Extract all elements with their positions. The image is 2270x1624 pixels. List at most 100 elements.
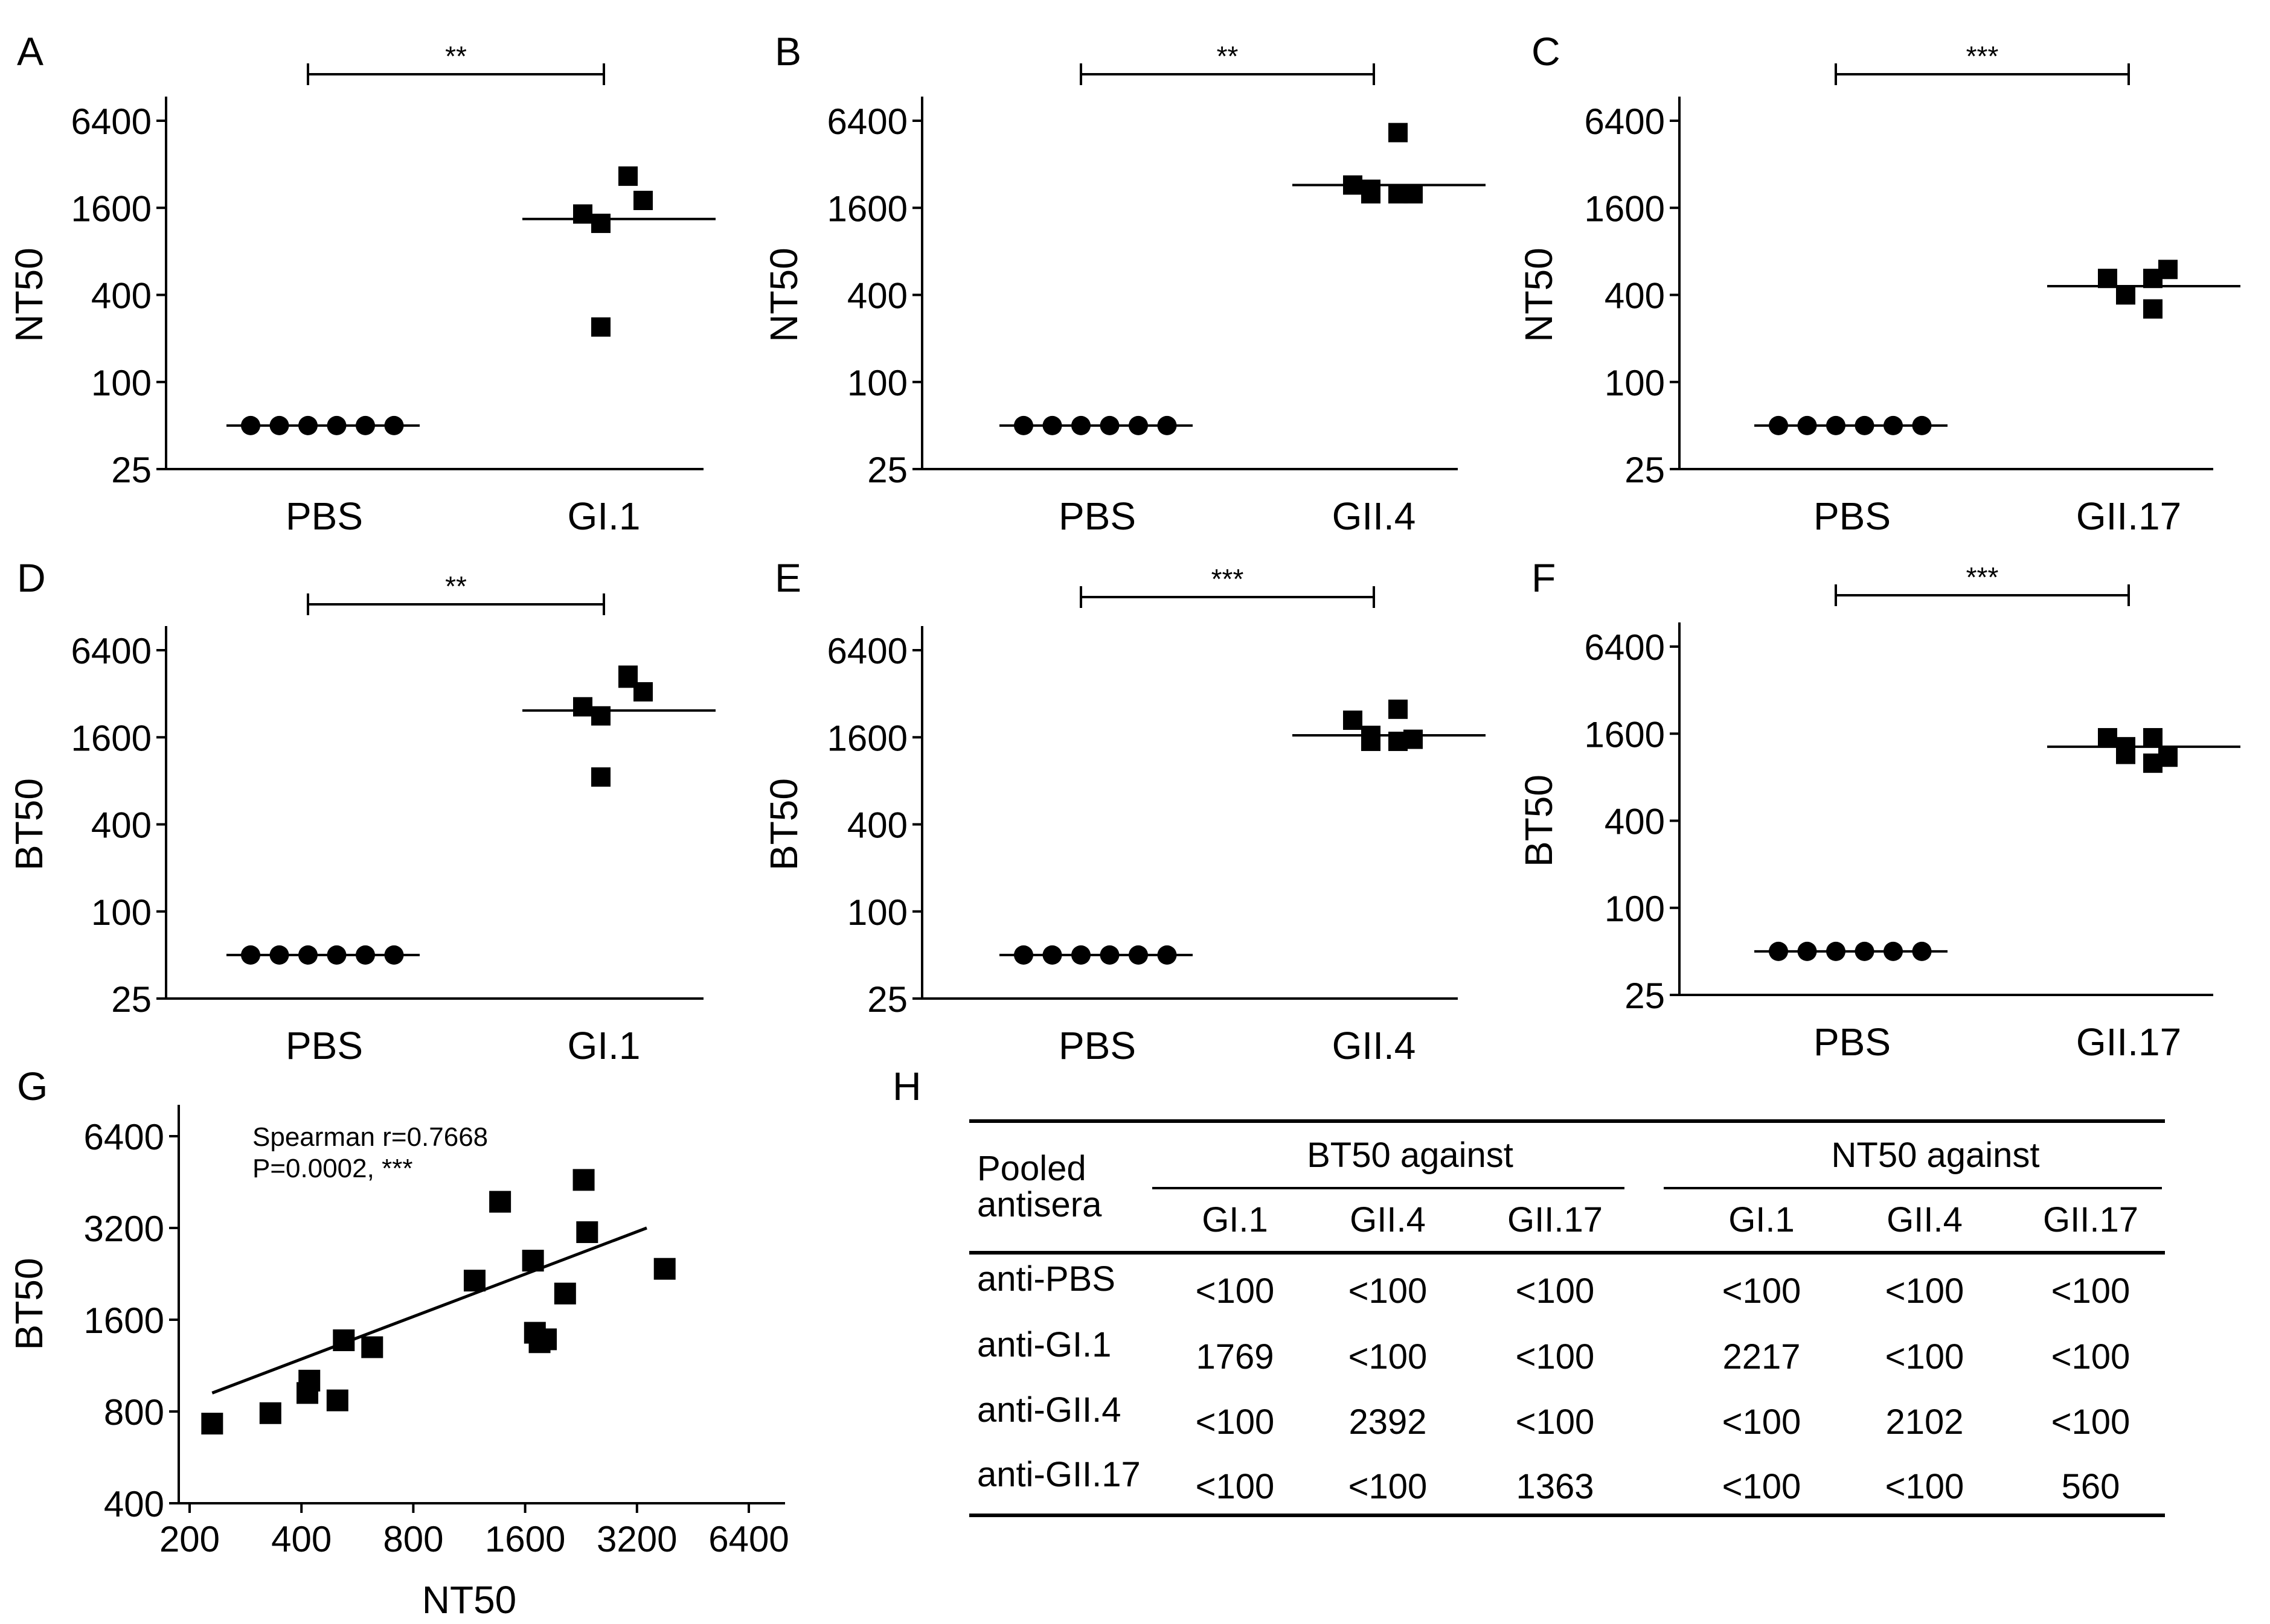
- y-tick-label: 1600: [827, 718, 908, 758]
- data-point-PBS: [1826, 415, 1845, 435]
- row-header-label: antisera: [977, 1185, 1102, 1224]
- data-point-GI.1: [591, 213, 611, 233]
- data-point-PBS: [1855, 415, 1874, 435]
- data-point: [259, 1402, 281, 1424]
- y-tick-label: 100: [847, 363, 908, 403]
- table-cell: <100: [1348, 1337, 1428, 1376]
- y-axis-label: NT50: [1517, 248, 1560, 342]
- data-point-GII.4: [1343, 710, 1362, 730]
- data-point-GII.4: [1388, 699, 1408, 719]
- data-point-PBS: [269, 415, 289, 435]
- y-tick-label: 6400: [1585, 627, 1665, 668]
- data-point-PBS: [241, 415, 260, 435]
- data-point-PBS: [1071, 415, 1091, 435]
- data-point-GII.17: [2158, 260, 2178, 280]
- row-header-label: Pooled: [977, 1149, 1086, 1188]
- table-cell: 2392: [1348, 1402, 1426, 1442]
- y-axis-label: NT50: [7, 248, 51, 342]
- data-point-GII.4: [1361, 726, 1380, 746]
- data-point: [554, 1282, 576, 1305]
- table-cell: <100: [1516, 1271, 1595, 1311]
- data-point-PBS: [1071, 945, 1091, 965]
- table-cell: <100: [1196, 1402, 1275, 1442]
- data-point-PBS: [1797, 415, 1817, 435]
- y-tick-label: 25: [1624, 976, 1665, 1016]
- data-point-GII.4: [1388, 123, 1408, 142]
- fit-line: [211, 1226, 647, 1395]
- data-point-GI.1: [618, 166, 638, 186]
- x-tick-label: PBS: [286, 494, 363, 538]
- y-tick-label: 1600: [84, 1300, 164, 1341]
- data-point-GII.17: [2098, 727, 2117, 747]
- data-point-PBS: [1769, 415, 1788, 435]
- significance-label: ***: [1966, 40, 1999, 72]
- column-header: GII.4: [1887, 1200, 1963, 1239]
- table-cell: <100: [1722, 1467, 1801, 1506]
- data-point-GII.17: [2143, 299, 2163, 319]
- data-point-GI.1: [573, 204, 592, 224]
- y-tick-label: 25: [867, 450, 908, 490]
- table-cell: <100: [1722, 1402, 1801, 1442]
- data-point-PBS: [1157, 945, 1177, 965]
- data-point-PBS: [1912, 415, 1932, 435]
- table-cell: <100: [1885, 1467, 1964, 1506]
- table-cell: 1769: [1196, 1337, 1274, 1376]
- data-point-PBS: [1826, 941, 1845, 961]
- panel-label-B: B: [775, 29, 801, 74]
- data-point-PBS: [298, 415, 318, 435]
- data-point-GII.4: [1403, 729, 1423, 749]
- y-tick-label: 400: [1605, 276, 1665, 316]
- x-tick-label: GII.4: [1332, 494, 1416, 538]
- data-point: [576, 1221, 598, 1243]
- x-tick-label: PBS: [1059, 1024, 1136, 1067]
- data-point-PBS: [1014, 415, 1033, 435]
- panel-label-C: C: [1531, 29, 1560, 74]
- data-point-PBS: [1129, 415, 1148, 435]
- x-tick-label: GII.4: [1332, 1024, 1416, 1067]
- table-cell: 2217: [1722, 1337, 1800, 1376]
- data-point: [201, 1413, 223, 1435]
- annotation-line: P=0.0002, ***: [252, 1154, 412, 1183]
- y-tick-label: 25: [867, 979, 908, 1020]
- table-cell: <100: [1196, 1271, 1275, 1311]
- data-point: [489, 1191, 511, 1213]
- y-tick-label: 25: [111, 450, 152, 490]
- x-tick-label: 800: [383, 1519, 443, 1559]
- data-point-PBS: [356, 415, 375, 435]
- column-header: GII.17: [2043, 1200, 2138, 1239]
- data-point-GI.1: [618, 665, 638, 685]
- x-tick-label: PBS: [1059, 494, 1136, 538]
- table-cell: <100: [1885, 1271, 1964, 1311]
- data-point-PBS: [1042, 945, 1062, 965]
- table-cell: <100: [1516, 1337, 1595, 1376]
- y-tick-label: 100: [91, 892, 152, 933]
- x-axis-label: NT50: [422, 1578, 517, 1622]
- y-tick-label: 800: [104, 1392, 164, 1433]
- data-point-PBS: [1014, 945, 1033, 965]
- x-tick-label: GI.1: [568, 494, 641, 538]
- annotation-line: Spearman r=0.7668: [252, 1122, 488, 1152]
- y-tick-label: 400: [847, 805, 908, 846]
- data-point: [653, 1258, 676, 1280]
- x-tick-label: PBS: [1813, 494, 1891, 538]
- data-point-GII.4: [1343, 175, 1362, 195]
- data-point: [572, 1169, 595, 1191]
- data-point-PBS: [384, 945, 404, 965]
- y-tick-label: 100: [91, 363, 152, 403]
- data-point-PBS: [327, 945, 347, 965]
- data-point-PBS: [298, 945, 318, 965]
- x-tick-label: GII.17: [2076, 494, 2181, 538]
- x-tick-label: GI.1: [568, 1024, 641, 1067]
- row-label: anti-GII.17: [977, 1455, 1141, 1494]
- data-point-PBS: [1912, 941, 1932, 961]
- y-tick-label: 6400: [71, 101, 152, 142]
- data-point-PBS: [1042, 415, 1062, 435]
- y-axis-label: BT50: [7, 778, 51, 871]
- y-tick-label: 6400: [1585, 101, 1665, 142]
- y-tick-label: 6400: [84, 1117, 164, 1157]
- row-label: anti-PBS: [977, 1259, 1115, 1299]
- y-axis-label: BT50: [762, 778, 806, 871]
- significance-label: **: [445, 571, 467, 602]
- x-tick-label: GII.17: [2076, 1020, 2181, 1064]
- y-tick-label: 100: [847, 892, 908, 933]
